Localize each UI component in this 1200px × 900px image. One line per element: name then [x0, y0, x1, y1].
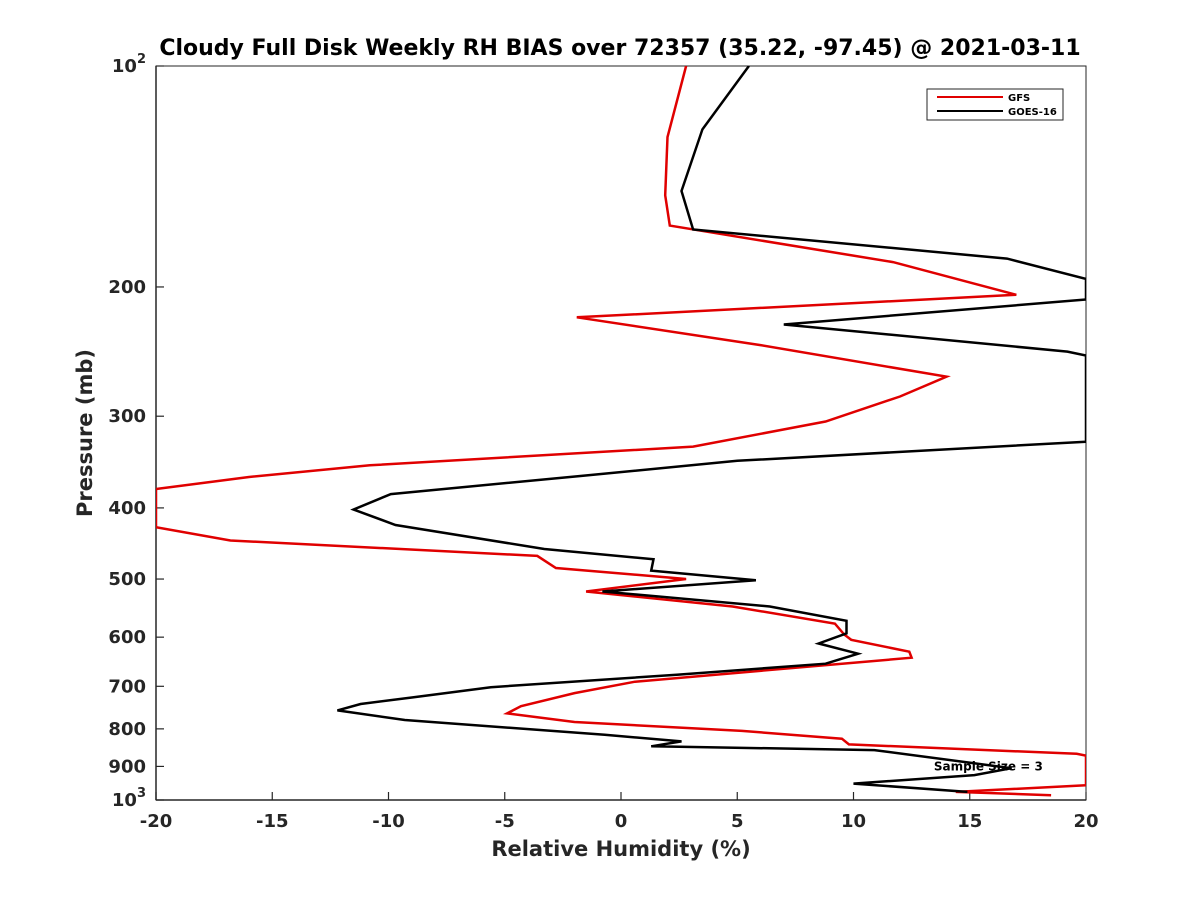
x-tick-label: 0: [615, 811, 628, 832]
y-tick-label: 200: [108, 277, 146, 298]
y-tick-label: 500: [108, 569, 146, 590]
y-tick-label: 900: [108, 756, 146, 777]
y-tick-label-text: 200: [108, 277, 146, 298]
y-tick-label: 800: [108, 719, 146, 740]
series-line-gfs: [156, 66, 1086, 797]
x-tick-label: 10: [841, 811, 866, 832]
legend: GFS GOES-16: [926, 88, 1064, 121]
series-line-goes16: [337, 66, 1086, 794]
y-tick-label-text: 600: [108, 627, 146, 648]
x-tick-label: 20: [1073, 811, 1098, 832]
chart-title: Cloudy Full Disk Weekly RH BIAS over 723…: [159, 36, 1080, 61]
y-tick-label-text: 10: [112, 56, 137, 77]
legend-label-goes16: GOES-16: [1008, 107, 1057, 118]
x-tick-label: 15: [957, 811, 982, 832]
y-tick-label: 700: [108, 676, 146, 697]
x-tick-label: -10: [372, 811, 405, 832]
y-tick-label-exponent: 3: [137, 786, 146, 801]
plot-frame: [155, 65, 1087, 801]
y-tick-label: 103: [112, 786, 146, 811]
x-axis-label: Relative Humidity (%): [491, 837, 750, 861]
y-tick-label-text: 10: [112, 790, 137, 811]
series-layer: [156, 66, 1086, 797]
y-tick-label-text: 900: [108, 756, 146, 777]
sample-size-annotation: Sample Size = 3: [934, 759, 1043, 773]
y-tick-label-text: 400: [108, 498, 146, 519]
x-tick-label: 5: [731, 811, 744, 832]
y-tick-label-text: 700: [108, 676, 146, 697]
y-tick-label: 600: [108, 627, 146, 648]
x-tick-label: -20: [140, 811, 173, 832]
y-tick-label: 102: [112, 52, 146, 77]
x-tick-label: -5: [495, 811, 515, 832]
y-tick-label-exponent: 2: [137, 52, 146, 67]
x-tick-label: -15: [256, 811, 289, 832]
y-tick-label: 400: [108, 498, 146, 519]
y-tick-label: 300: [108, 406, 146, 427]
legend-label-gfs: GFS: [1008, 93, 1030, 104]
y-tick-label-text: 300: [108, 406, 146, 427]
legend-box: [926, 88, 1064, 121]
y-tick-label-text: 800: [108, 719, 146, 740]
x-tick-group: -20 -15 -10 -5 0 5 10 15 20: [140, 792, 1099, 832]
y-tick-label-text: 500: [108, 569, 146, 590]
y-axis-label: Pressure (mb): [73, 349, 97, 517]
